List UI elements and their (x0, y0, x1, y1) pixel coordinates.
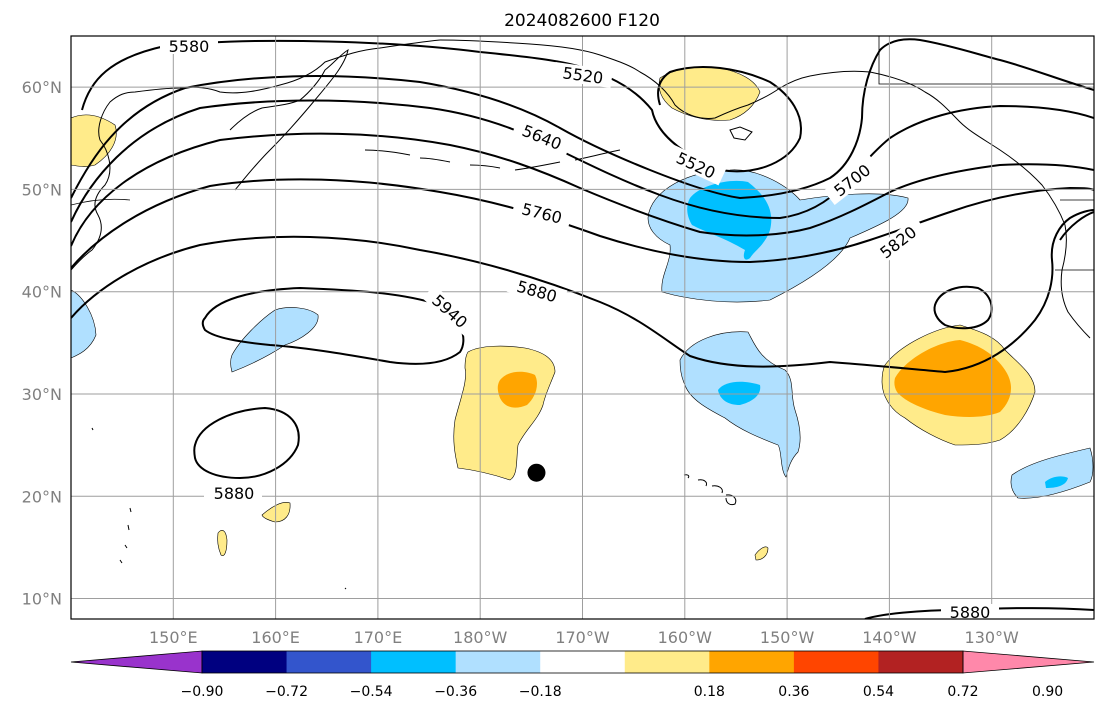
colorbar-tick-3: −0.36 (434, 684, 477, 700)
colorbar-segment-5 (624, 651, 710, 673)
contour-label-5880-west: 5880 (214, 484, 255, 503)
anomaly-area-west-pacific (230, 307, 319, 373)
map-frame (70, 35, 1095, 620)
colorbar-segment-8 (878, 651, 964, 673)
map-title: 2024082600 F120 (504, 11, 660, 31)
lat-label-0: 10°N (22, 590, 62, 609)
coastline-islets (91, 427, 347, 590)
contour-5520-north (609, 66, 802, 173)
contour-5700 (71, 99, 1094, 223)
contour-5640 (71, 38, 1094, 200)
anomaly-core-east-edge (1045, 476, 1068, 488)
contour-label-5880-south: 5880 (950, 603, 991, 622)
lat-label-4: 50°N (22, 180, 62, 199)
colorbar (70, 650, 1095, 674)
map-panel (71, 36, 1094, 619)
gridlines (71, 36, 1094, 619)
colorbar-tick-6: 0.36 (778, 684, 809, 700)
colorbar-tick-8: 0.72 (947, 684, 978, 700)
colorbar-extend-low (70, 650, 203, 674)
colorbar-segment-0 (202, 651, 288, 673)
lat-label-3: 40°N (22, 283, 62, 302)
coastline-east-asia (71, 39, 441, 271)
coastline-alaska (439, 39, 811, 119)
lon-label-4: 170°W (555, 628, 610, 647)
lon-label-0: 150°E (149, 628, 198, 647)
colorbar-segment-1 (286, 651, 372, 673)
contour-closed-low (933, 285, 993, 330)
lon-label-6: 150°W (760, 628, 815, 647)
colorbar-segment-6 (709, 651, 795, 673)
colorbar-tick-7: 0.54 (863, 684, 894, 700)
colorbar-tick-1: −0.72 (265, 684, 308, 700)
coastline-hawaii (683, 474, 737, 506)
contour-5580 (81, 39, 591, 111)
anomaly-core-northeast-pacific (894, 340, 1012, 417)
anomaly-core-subtropical (718, 381, 761, 405)
contour-5880-main (71, 209, 1094, 374)
storm-center-marker (527, 463, 546, 482)
colorbar-tick-4: −0.18 (519, 684, 562, 700)
colorbar-tick-0: −0.90 (181, 684, 224, 700)
colorbar-extend-high (962, 650, 1095, 674)
colorbar-segment-4 (540, 651, 626, 673)
colorbar-tick-2: −0.54 (350, 684, 393, 700)
lat-label-5: 60°N (22, 78, 62, 97)
lon-label-7: 140°W (862, 628, 917, 647)
lon-label-5: 160°W (658, 628, 713, 647)
lon-label-8: 130°W (965, 628, 1020, 647)
anomaly-core-central-pacific (497, 371, 538, 408)
colorbar-outline (201, 650, 964, 674)
longitude-labels: 150°E 160°E 170°E 180°W 170°W 160°W 150°W 140°W… (149, 628, 1019, 647)
strong-positive-anomaly-cores (497, 340, 1012, 417)
colorbar-segment-2 (371, 651, 457, 673)
coastline-aleutians (364, 149, 621, 171)
contour-label-5580: 5580 (169, 37, 210, 56)
contour-east-edge (1059, 211, 1094, 241)
height-contours (71, 38, 1094, 619)
anomaly-core-gulf-of-alaska (687, 180, 772, 260)
contour-5880-west (193, 406, 300, 480)
anomaly-area-kamchatka (71, 114, 117, 167)
colorbar-tick-9: 0.90 (1032, 684, 1063, 700)
coastline-kamchatka (229, 48, 349, 191)
anomaly-area-west-edge (71, 289, 97, 359)
strong-negative-anomaly-cores (687, 180, 1068, 488)
colorbar-tick-labels: −0.90 −0.72 −0.54 −0.36 −0.18 0.18 0.36 0.54 0.7… (181, 684, 1064, 700)
anomaly-area-small-hawaii (754, 546, 769, 561)
lon-label-3: 180°W (453, 628, 508, 647)
anomaly-area-east-edge (1010, 447, 1094, 499)
colorbar-tick-5: 0.18 (694, 684, 725, 700)
anomaly-area-small-west-2 (217, 530, 228, 556)
coastline-gulf-islet (729, 126, 753, 141)
lon-label-1: 160°E (251, 628, 300, 647)
lat-label-2: 30°N (22, 385, 62, 404)
lon-label-2: 170°E (354, 628, 403, 647)
lat-label-1: 20°N (22, 487, 62, 506)
colorbar-segment-7 (793, 651, 879, 673)
contour-5760 (71, 132, 1094, 247)
latitude-labels: 10°N 20°N 30°N 40°N 50°N 60°N (22, 78, 62, 608)
colorbar-segment-3 (455, 651, 541, 673)
boundary-asia (71, 198, 131, 206)
contour-5940 (201, 286, 465, 365)
